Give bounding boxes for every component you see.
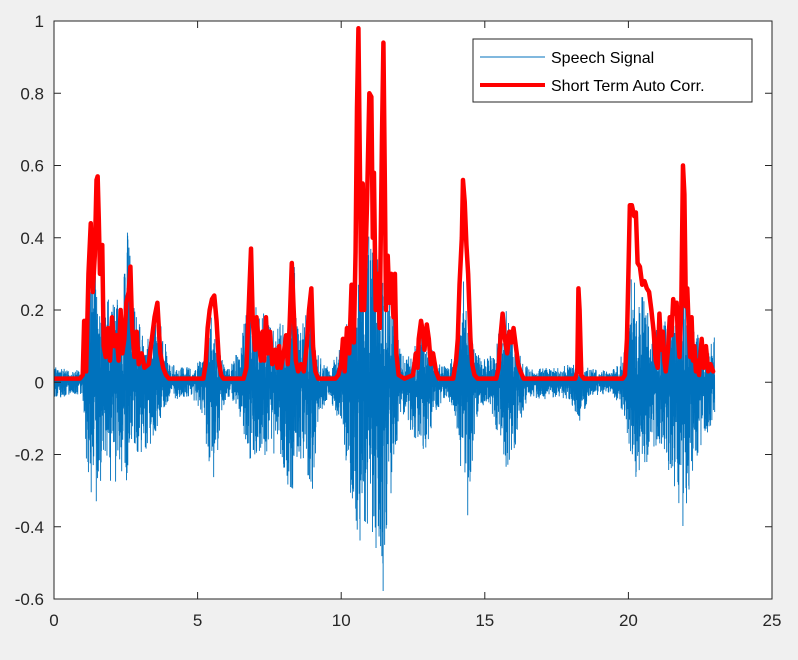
axes-background: [54, 21, 772, 599]
x-tick-label: 0: [49, 611, 58, 630]
legend-box: [472, 38, 753, 103]
legend-label-speech-signal: Speech Signal: [551, 50, 654, 67]
y-tick-label: 1: [35, 12, 44, 31]
y-tick-label: -0.6: [15, 590, 44, 609]
legend: Speech Signal Short Term Auto Corr.: [472, 38, 753, 103]
x-tick-label: 5: [193, 611, 202, 630]
y-tick-label: -0.4: [15, 518, 44, 537]
legend-label-short-term-auto-corr: Short Term Auto Corr.: [551, 78, 705, 95]
y-tick-label: 0.8: [20, 84, 44, 103]
y-tick-label: 0.2: [20, 301, 44, 320]
y-tick-label: 0.4: [20, 229, 44, 248]
x-tick-label: 10: [332, 611, 351, 630]
series-short-term-auto-corr-line: [54, 25, 716, 381]
x-tick-label: 15: [475, 611, 494, 630]
x-axis: 0 5 10 15 20 25: [49, 21, 781, 630]
x-tick-label: 20: [619, 611, 638, 630]
y-tick-label: 0.6: [20, 157, 44, 176]
y-tick-label: -0.2: [15, 446, 44, 465]
plot-area: [54, 25, 716, 591]
x-tick-label: 25: [763, 611, 782, 630]
y-tick-label: 0: [35, 373, 44, 392]
y-axis: -0.6 -0.4 -0.2 0 0.2 0.4 0.6 0.8 1: [15, 12, 772, 609]
